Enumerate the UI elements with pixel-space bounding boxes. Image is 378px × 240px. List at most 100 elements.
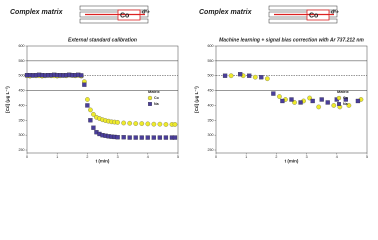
data-point [238, 72, 243, 77]
chart-title: Complex matrix [10, 9, 64, 16]
x-tick-label: 1 [56, 155, 58, 159]
legend-marker [147, 95, 153, 101]
data-point [121, 135, 126, 140]
data-point [88, 107, 93, 113]
data-point [289, 97, 294, 102]
y-tick-label: 400 [19, 103, 25, 107]
data-point [115, 135, 120, 140]
data-point [151, 135, 156, 140]
data-point [151, 121, 157, 127]
schematic [268, 5, 338, 24]
schematic [79, 5, 149, 24]
x-tick-label: 5 [177, 155, 179, 159]
y-tick-label: 550 [208, 59, 214, 63]
y-tick-label: 250 [19, 148, 25, 152]
data-point [247, 73, 252, 78]
data-point [133, 135, 138, 140]
data-point [346, 103, 352, 108]
y-tick-label: 600 [19, 44, 25, 48]
legend-label: Co [154, 96, 160, 100]
x-tick-label: 2 [275, 155, 277, 159]
legend-label: Na [343, 102, 349, 106]
data-point [325, 100, 330, 105]
data-point [121, 120, 126, 126]
y-axis-label: [Cd] (μg L⁻¹) [194, 86, 199, 113]
data-point [264, 76, 270, 82]
y-tick-label: 550 [19, 59, 25, 63]
y-tick-label: 300 [19, 133, 25, 137]
data-point [157, 121, 163, 127]
y-tick-label: 600 [208, 44, 214, 48]
data-point [127, 135, 132, 140]
legend-marker [336, 95, 342, 101]
x-tick-label: 0 [26, 155, 28, 159]
data-point [88, 118, 93, 123]
data-point [271, 91, 276, 96]
x-tick-label: 2 [86, 155, 88, 159]
figure: Complex matrix Co d*+ External standard cal… [5, 5, 368, 164]
y-tick-label: 350 [19, 118, 25, 122]
y-tick-label: 300 [208, 133, 214, 137]
y-tick-label: 250 [208, 148, 214, 152]
data-point [115, 120, 120, 125]
data-point [172, 135, 178, 140]
data-point [163, 135, 169, 140]
legend-label: Co [343, 96, 349, 100]
data-point [280, 98, 285, 104]
x-tick-label: 1 [245, 155, 247, 159]
x-tick-label: 5 [366, 155, 368, 159]
data-point [82, 82, 87, 87]
data-point [91, 125, 96, 130]
chart-subtitle: Machine learning + signal bias correctio… [219, 37, 364, 43]
data-point [222, 73, 228, 78]
data-point [319, 97, 324, 102]
chart-title: Complex matrix [199, 9, 253, 16]
legend-label: Na [154, 102, 160, 106]
data-point [91, 112, 96, 117]
schematic-label: Co [309, 12, 318, 19]
schematic-label: Co [120, 12, 129, 19]
data-point [310, 98, 315, 104]
data-point [259, 75, 264, 80]
plot-frame [215, 45, 368, 154]
data-point [343, 97, 348, 102]
data-point [133, 121, 139, 126]
data-point [145, 121, 151, 127]
y-tick-label: 450 [19, 89, 25, 93]
y-tick-label: 350 [208, 118, 214, 122]
data-point [85, 97, 90, 102]
plot-frame [26, 45, 179, 154]
x-axis-label: t (min) [96, 159, 110, 164]
y-tick-label: 500 [19, 74, 25, 78]
data-point [252, 74, 258, 80]
x-tick-label: 4 [147, 155, 149, 159]
legend-title: Matrix [148, 89, 161, 94]
data-point [85, 103, 90, 108]
data-point [172, 122, 178, 127]
panel: Complex matrix Co d*+ External standard cal… [5, 9, 179, 164]
x-axis-label: t (min) [285, 159, 299, 164]
y-tick-label: 400 [208, 103, 214, 107]
y-axis-label: [Cd] (μg L⁻¹) [5, 86, 10, 113]
chart-subtitle: External standard calibration [68, 37, 137, 43]
panel: Complex matrix Co d*+ Machine learning + si… [194, 9, 368, 164]
x-tick-label: 0 [215, 155, 217, 159]
y-tick-label: 450 [208, 89, 214, 93]
data-point [127, 120, 133, 126]
data-point [298, 100, 303, 105]
data-point [277, 94, 282, 99]
data-point [139, 121, 145, 126]
legend-marker [148, 102, 152, 106]
schematic-label: d*+ [331, 9, 339, 15]
legend-marker [337, 102, 341, 106]
data-point [157, 135, 163, 140]
data-point [79, 73, 84, 78]
data-point [163, 122, 169, 127]
x-tick-label: 3 [306, 155, 308, 159]
y-tick-label: 500 [208, 74, 214, 78]
data-point [139, 135, 144, 140]
legend-title: Matrix [337, 89, 350, 94]
data-point [228, 73, 234, 79]
schematic-label: d*+ [142, 9, 150, 15]
data-point [331, 103, 337, 108]
